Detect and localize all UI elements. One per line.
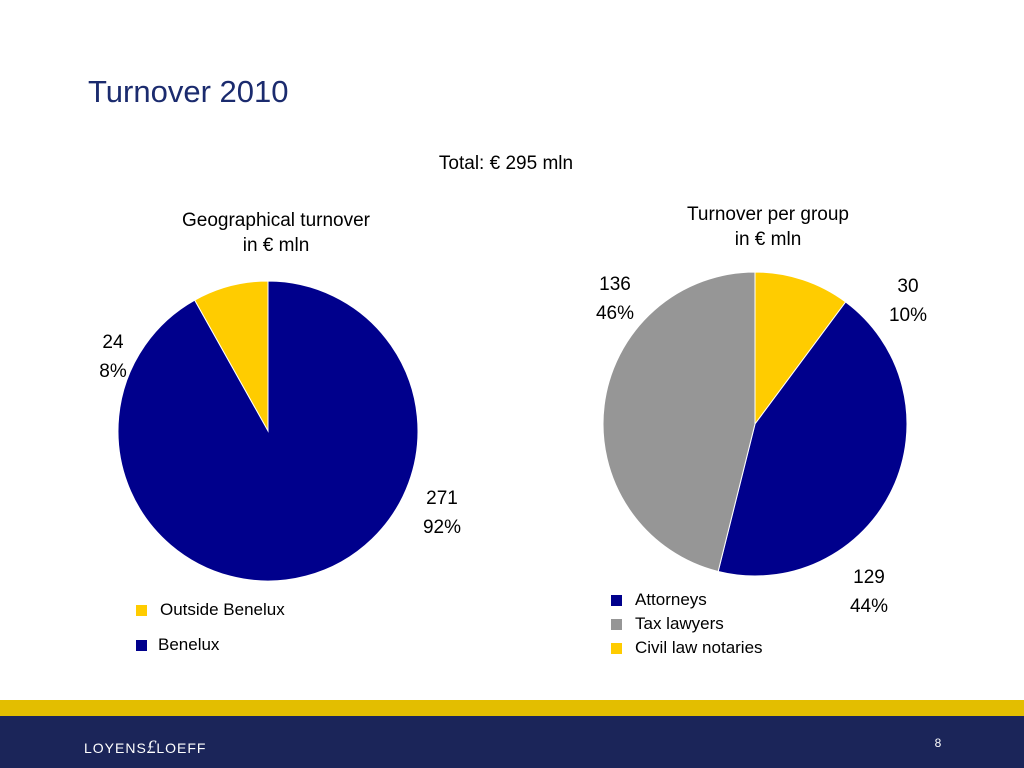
group-pie-chart [602, 271, 908, 577]
geo-chart-title-line-1: Geographical turnover [182, 210, 370, 231]
group-label-tax-lawyers-percent: 46% [595, 303, 635, 324]
geo-pie-chart [117, 280, 419, 582]
group-legend-item-attorneys: Attorneys [611, 588, 763, 612]
legend-swatch [611, 594, 622, 606]
total-turnover: Total: € 295 mln [438, 153, 574, 174]
company-logo: LOYENS£LOEFF [84, 737, 206, 759]
group-pie-slice-tax-lawyers [602, 271, 756, 573]
group-label-civil-law-notaries-percent: 10% [888, 305, 928, 326]
geo-label-benelux: 271 92% [412, 484, 472, 542]
geo-legend-item-outside-benelux: Outside Benelux [136, 598, 285, 622]
geo-label-benelux-percent: 92% [422, 517, 462, 538]
group-pie-slice-attorneys [717, 301, 908, 577]
group-label-attorneys-percent: 44% [849, 596, 889, 617]
legend-label: Outside Benelux [160, 600, 285, 619]
group-pie-slice-civil-law-notaries [754, 271, 847, 426]
legend-swatch [611, 642, 622, 654]
logo-text-left: LOYENS [84, 740, 147, 756]
footer-stripe [0, 700, 1024, 716]
pie-charts-canvas [117, 271, 908, 582]
group-legend: Attorneys Tax lawyers Civil law notaries [611, 588, 763, 660]
geo-legend: Outside Benelux Benelux [136, 598, 285, 657]
geo-chart-title: Geographical turnover in € mln [126, 208, 426, 258]
legend-swatch [136, 604, 147, 616]
group-label-attorneys: 129 44% [838, 563, 900, 621]
geo-pie-slice-benelux [117, 280, 419, 582]
legend-swatch [136, 639, 147, 651]
group-label-civil-law-notaries: 30 10% [880, 272, 936, 330]
geo-label-outside-benelux-value: 24 [102, 332, 124, 353]
legend-label: Tax lawyers [635, 614, 724, 633]
group-label-tax-lawyers: 136 46% [584, 270, 646, 328]
group-label-tax-lawyers-value: 136 [599, 274, 631, 295]
group-chart-title-line-1: Turnover per group [687, 204, 849, 225]
group-label-attorneys-value: 129 [853, 567, 885, 588]
legend-swatch [611, 618, 622, 630]
legend-label: Benelux [158, 635, 220, 654]
group-legend-item-tax-lawyers: Tax lawyers [611, 612, 763, 636]
geo-label-outside-benelux: 24 8% [88, 328, 138, 386]
legend-label: Civil law notaries [635, 638, 763, 657]
geo-legend-item-benelux: Benelux [136, 633, 285, 657]
group-chart-title-line-2: in € mln [734, 229, 802, 250]
logo-mark: £ [146, 737, 157, 758]
logo-text-right: LOEFF [156, 740, 207, 756]
group-label-civil-law-notaries-value: 30 [897, 276, 919, 297]
slide-title: Turnover 2010 [88, 74, 289, 109]
page-number: 8 [934, 736, 942, 750]
legend-label: Attorneys [635, 590, 707, 609]
group-legend-item-civil-law-notaries: Civil law notaries [611, 636, 763, 660]
geo-chart-title-line-2: in € mln [242, 235, 310, 256]
footer-bar [0, 716, 1024, 768]
geo-label-outside-benelux-percent: 8% [99, 361, 127, 382]
geo-label-benelux-value: 271 [426, 488, 458, 509]
group-chart-title: Turnover per group in € mln [618, 202, 918, 252]
